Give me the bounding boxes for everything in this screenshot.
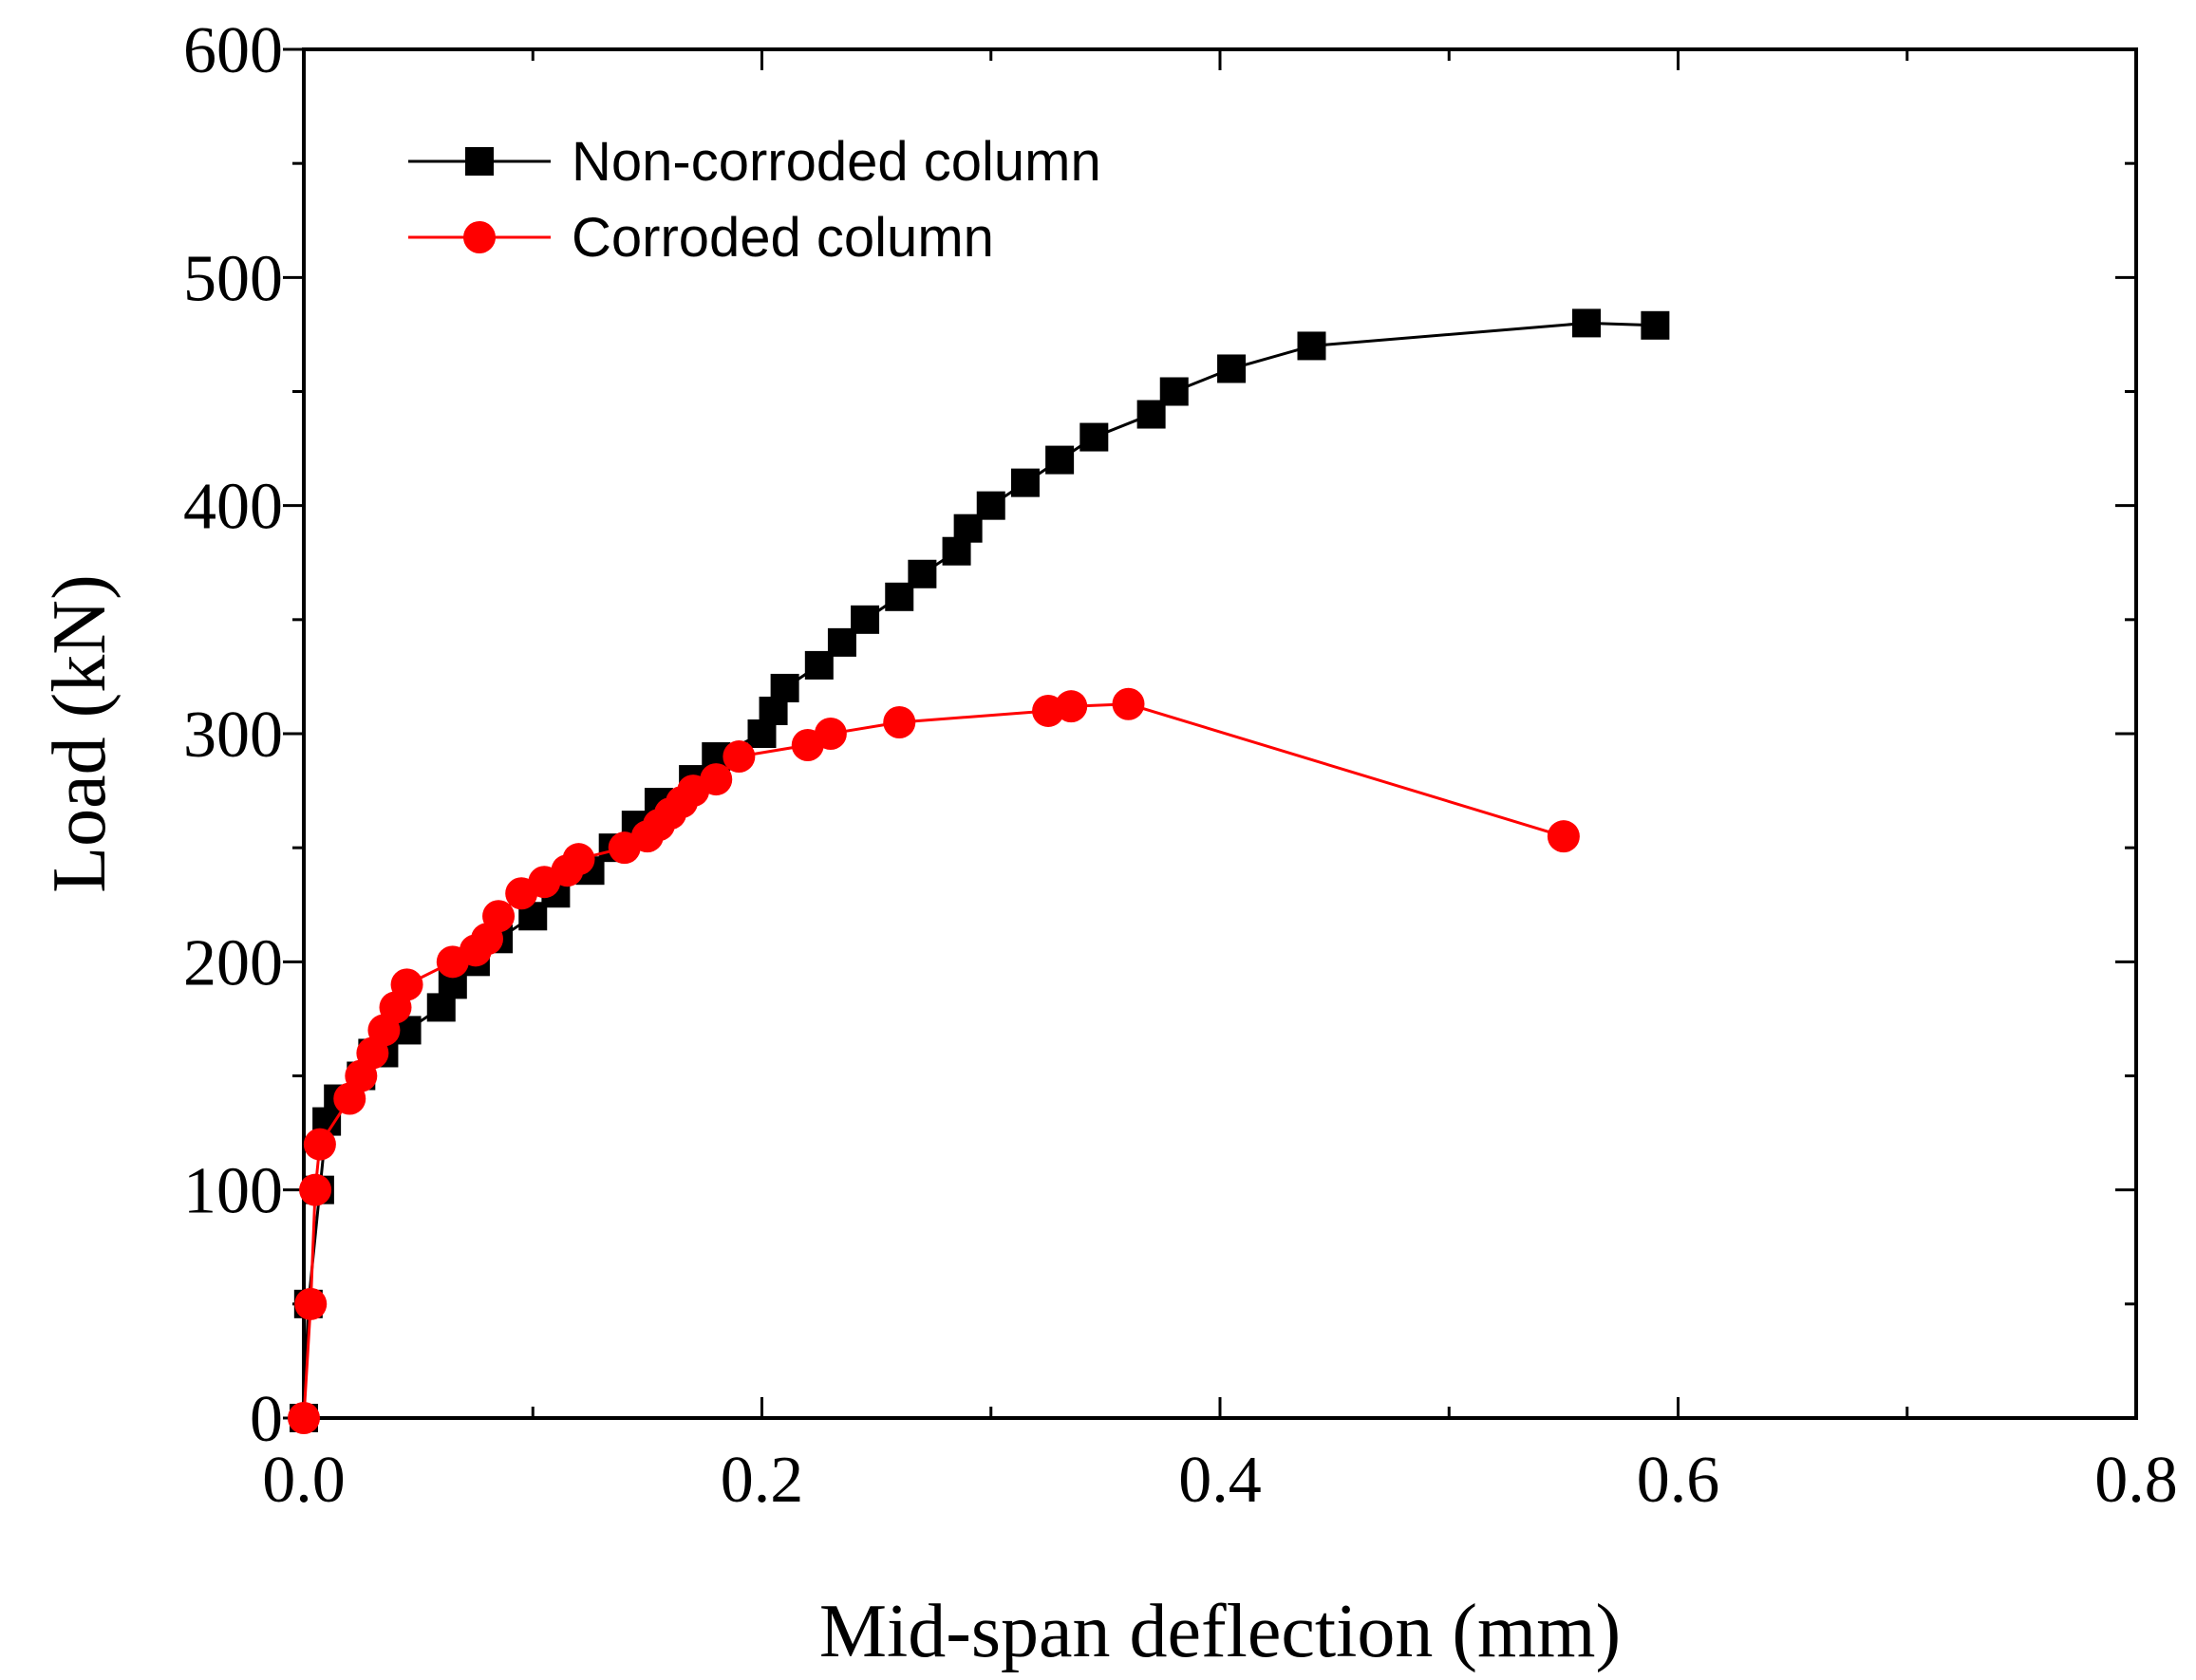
y-tick-label: 300: [183, 699, 283, 772]
series-line: [302, 702, 1565, 1419]
data-point: [883, 705, 916, 738]
y-tick-label: 500: [183, 242, 283, 315]
y-tick-label: 400: [183, 471, 283, 544]
data-point: [700, 763, 733, 796]
legend-marker: [465, 147, 494, 176]
data-point: [770, 673, 799, 702]
data-point: [723, 740, 756, 774]
data-point: [976, 491, 1005, 520]
data-point: [1010, 468, 1040, 497]
data-point: [299, 1173, 332, 1206]
data-point: [294, 1287, 328, 1320]
data-point: [1055, 690, 1088, 723]
data-point: [482, 900, 516, 933]
data-point: [288, 1402, 320, 1434]
series-line: [302, 321, 1656, 1419]
y-tick-label: 100: [183, 1155, 283, 1228]
series-layer: [288, 308, 1670, 1434]
x-tick-label: 0.6: [1637, 1444, 1720, 1517]
y-tick-label: 200: [183, 926, 283, 999]
data-point: [1112, 687, 1145, 720]
data-point: [851, 605, 880, 634]
data-point: [908, 559, 937, 588]
data-point: [1159, 377, 1189, 406]
data-point: [303, 1128, 336, 1161]
series-corroded: [288, 687, 1580, 1434]
legend-item: Non-corroded column: [408, 131, 1101, 193]
legend-label: Non-corroded column: [572, 131, 1101, 193]
legend-label: Corroded column: [572, 207, 994, 269]
y-axis-title: Load (kN): [38, 574, 122, 892]
legend: Non-corroded column Corroded column: [408, 131, 1101, 269]
data-point: [1217, 354, 1247, 383]
x-axis-title: Mid-span deflection (mm): [819, 1590, 1621, 1673]
x-tick-label: 0.8: [2094, 1444, 2178, 1517]
y-tick-label: 0: [250, 1383, 283, 1456]
axis-ticks: [283, 47, 2138, 1420]
x-tick-label: 0.2: [721, 1444, 804, 1517]
legend-item: Corroded column: [408, 207, 994, 269]
y-tick-label: 600: [183, 14, 283, 87]
series-non-corroded: [290, 308, 1670, 1432]
data-point: [814, 718, 847, 750]
data-point: [1547, 820, 1580, 853]
x-tick-label: 0.4: [1178, 1444, 1262, 1517]
x-tick-label: 0.0: [262, 1444, 346, 1517]
data-point: [562, 843, 595, 876]
data-point: [1572, 308, 1601, 338]
data-point: [1045, 445, 1075, 475]
tick-labels: 0.0 0.2 0.4 0.6 0.8 0 100 200 300 400 500 600: [183, 14, 2178, 1517]
data-point: [1641, 310, 1670, 340]
data-point: [390, 968, 423, 1001]
data-point: [1297, 331, 1326, 361]
data-point: [1079, 422, 1109, 452]
legend-marker: [463, 221, 496, 253]
